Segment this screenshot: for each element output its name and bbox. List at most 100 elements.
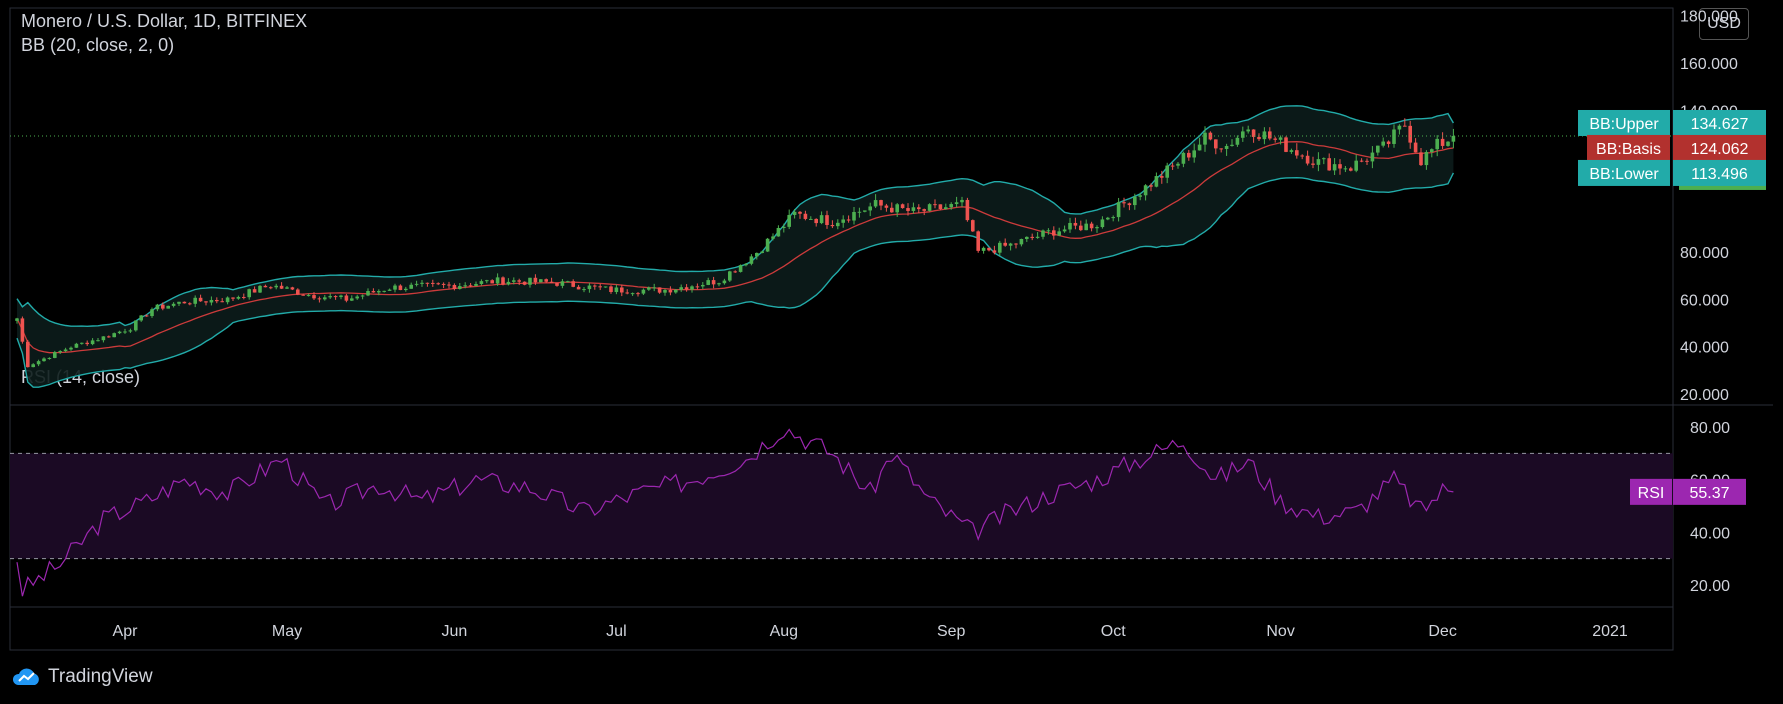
- candle[interactable]: [636, 292, 640, 297]
- candle[interactable]: [1397, 124, 1402, 135]
- candle[interactable]: [279, 282, 284, 290]
- candle[interactable]: [803, 210, 808, 221]
- candle[interactable]: [85, 340, 89, 346]
- candle[interactable]: [182, 301, 187, 304]
- candle[interactable]: [220, 298, 224, 303]
- candle[interactable]: [1041, 229, 1045, 240]
- candle[interactable]: [371, 288, 376, 293]
- candle[interactable]: [782, 223, 786, 233]
- candle[interactable]: [463, 282, 467, 289]
- candle[interactable]: [1440, 132, 1445, 150]
- candle[interactable]: [269, 286, 273, 290]
- candle[interactable]: [836, 219, 840, 230]
- candle[interactable]: [96, 338, 100, 342]
- candle[interactable]: [252, 286, 257, 293]
- candle[interactable]: [528, 277, 532, 288]
- candle[interactable]: [576, 284, 581, 290]
- candle[interactable]: [1057, 227, 1061, 237]
- candle[interactable]: [1030, 233, 1034, 241]
- candle[interactable]: [917, 204, 921, 214]
- candle[interactable]: [1170, 162, 1175, 170]
- candle[interactable]: [1338, 159, 1342, 175]
- candle[interactable]: [296, 288, 300, 296]
- candle[interactable]: [1305, 150, 1310, 166]
- candle[interactable]: [1154, 172, 1159, 188]
- candle[interactable]: [755, 252, 759, 260]
- candle[interactable]: [382, 290, 386, 293]
- candle[interactable]: [58, 350, 62, 354]
- candle[interactable]: [290, 286, 295, 291]
- candle[interactable]: [625, 289, 629, 295]
- candle[interactable]: [884, 203, 889, 212]
- candle[interactable]: [452, 283, 457, 291]
- candle[interactable]: [47, 357, 52, 360]
- candle[interactable]: [236, 295, 241, 300]
- candle[interactable]: [960, 196, 964, 207]
- candle[interactable]: [900, 203, 905, 209]
- candle[interactable]: [258, 284, 262, 293]
- candle[interactable]: [15, 317, 19, 324]
- candle[interactable]: [398, 284, 403, 291]
- candle[interactable]: [846, 215, 851, 223]
- candle[interactable]: [776, 225, 781, 237]
- candle[interactable]: [90, 338, 95, 346]
- candle[interactable]: [355, 294, 359, 300]
- candle[interactable]: [1413, 138, 1418, 153]
- candle[interactable]: [301, 293, 305, 296]
- candle[interactable]: [1181, 151, 1186, 168]
- candle[interactable]: [1084, 219, 1088, 231]
- candle[interactable]: [533, 274, 538, 285]
- candle[interactable]: [468, 283, 473, 288]
- candle[interactable]: [53, 350, 57, 359]
- candle[interactable]: [927, 203, 932, 212]
- candle[interactable]: [150, 307, 154, 318]
- candle[interactable]: [193, 295, 197, 308]
- candle[interactable]: [906, 203, 910, 216]
- candle[interactable]: [798, 211, 802, 219]
- candle[interactable]: [517, 278, 521, 286]
- candle[interactable]: [1224, 143, 1229, 156]
- candle[interactable]: [274, 283, 278, 290]
- bb-upper-line[interactable]: [16, 105, 1455, 328]
- candle[interactable]: [1419, 147, 1423, 167]
- candle[interactable]: [1327, 153, 1331, 171]
- candle[interactable]: [1122, 197, 1126, 208]
- candle[interactable]: [247, 288, 251, 300]
- candle[interactable]: [1316, 152, 1321, 172]
- candle[interactable]: [522, 281, 527, 286]
- candle[interactable]: [1073, 217, 1078, 230]
- candle[interactable]: [112, 332, 116, 338]
- bb-basis-line[interactable]: [16, 141, 1454, 354]
- candle[interactable]: [215, 297, 219, 304]
- candle[interactable]: [1430, 148, 1434, 158]
- candle[interactable]: [690, 285, 694, 293]
- candle[interactable]: [107, 335, 111, 338]
- candle[interactable]: [717, 282, 721, 287]
- candle[interactable]: [630, 292, 635, 296]
- candle[interactable]: [674, 288, 678, 294]
- bb-indicator-label[interactable]: BB (20, close, 2, 0): [21, 35, 175, 55]
- candle[interactable]: [447, 281, 451, 289]
- candle[interactable]: [1203, 126, 1207, 152]
- candle[interactable]: [830, 220, 835, 229]
- candle[interactable]: [1343, 165, 1348, 173]
- candle[interactable]: [809, 216, 813, 220]
- candle[interactable]: [1149, 183, 1153, 192]
- candle[interactable]: [1262, 127, 1267, 145]
- candle[interactable]: [1014, 243, 1018, 249]
- candle[interactable]: [684, 284, 689, 292]
- candle[interactable]: [360, 294, 365, 300]
- candle[interactable]: [139, 314, 143, 322]
- candle[interactable]: [749, 254, 754, 266]
- candle[interactable]: [663, 288, 667, 296]
- candle[interactable]: [890, 202, 894, 213]
- candle[interactable]: [1019, 238, 1024, 247]
- candle[interactable]: [1381, 137, 1385, 148]
- candle[interactable]: [344, 293, 349, 303]
- candle[interactable]: [1322, 157, 1326, 165]
- candle[interactable]: [1197, 137, 1202, 151]
- candle[interactable]: [1451, 128, 1456, 149]
- candle[interactable]: [1079, 220, 1083, 232]
- candle[interactable]: [1273, 136, 1277, 143]
- candle[interactable]: [414, 280, 419, 287]
